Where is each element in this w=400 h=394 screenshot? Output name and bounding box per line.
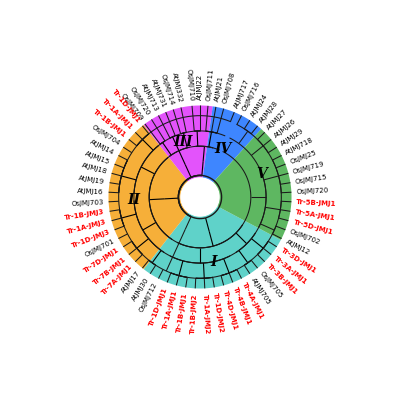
Text: OsJMJ709: OsJMJ709 xyxy=(120,92,144,122)
Text: V: V xyxy=(257,167,268,181)
Text: OsJMJ711: OsJMJ711 xyxy=(206,68,214,101)
Polygon shape xyxy=(213,129,292,240)
Text: OsJMJ714: OsJMJ714 xyxy=(160,73,175,106)
Text: Tr-5D-JMJ1: Tr-5D-JMJ1 xyxy=(292,219,334,236)
Text: Tr-3B-JMJ1: Tr-3B-JMJ1 xyxy=(266,263,299,296)
Text: AtJMJ717: AtJMJ717 xyxy=(234,78,250,109)
Text: OsJMJ720: OsJMJ720 xyxy=(296,187,329,195)
Text: IV: IV xyxy=(214,141,231,156)
Text: AtJMJ19: AtJMJ19 xyxy=(78,175,105,185)
Text: AtJMJ18: AtJMJ18 xyxy=(80,162,108,175)
Text: AtJMJ15: AtJMJ15 xyxy=(84,150,111,165)
Circle shape xyxy=(181,178,219,216)
Text: OsJMJ702: OsJMJ702 xyxy=(289,229,322,246)
Text: Tr-1A-JMJ2: Tr-1A-JMJ2 xyxy=(202,293,210,334)
Text: AtJMJ718: AtJMJ718 xyxy=(285,136,315,156)
Text: Tr-1B-JMJ1: Tr-1B-JMJ1 xyxy=(176,292,188,333)
Text: AtJMJ21: AtJMJ21 xyxy=(214,76,224,102)
Text: Tr-7A-JMJ1: Tr-7A-JMJ1 xyxy=(101,263,134,296)
Text: AtJMJ26: AtJMJ26 xyxy=(273,117,297,139)
Text: Tr-1B-JMJ1: Tr-1B-JMJ1 xyxy=(92,108,127,139)
Text: Tr-3A-JMJ1: Tr-3A-JMJ1 xyxy=(273,255,308,286)
Text: OsJMJ703: OsJMJ703 xyxy=(71,199,104,207)
Text: Tr-1B-JMJ2: Tr-1B-JMJ2 xyxy=(190,293,198,334)
Text: Tr-7D-JMJ1: Tr-7D-JMJ1 xyxy=(83,247,121,275)
Text: OsJMJ715: OsJMJ715 xyxy=(295,174,328,185)
Text: Tr-4B-JMJ1: Tr-4B-JMJ1 xyxy=(232,286,252,326)
Text: OsJMJ719: OsJMJ719 xyxy=(292,161,326,175)
Text: AtJMJ12: AtJMJ12 xyxy=(285,238,311,255)
Text: Tr-3D-JMJ1: Tr-3D-JMJ1 xyxy=(279,247,317,275)
Text: OsJMJ720: OsJMJ720 xyxy=(129,86,151,117)
Text: Tr-1A-JMJ1: Tr-1A-JMJ1 xyxy=(162,290,178,330)
Text: OsJMJ712: OsJMJ712 xyxy=(139,282,159,313)
Text: OsJMJ708: OsJMJ708 xyxy=(222,72,236,104)
Text: OsJMJ701: OsJMJ701 xyxy=(84,238,115,258)
Text: Tr-5B-JMJ1: Tr-5B-JMJ1 xyxy=(296,199,337,207)
Text: II: II xyxy=(128,193,140,208)
Text: Tr-4A-JMJ1: Tr-4A-JMJ1 xyxy=(241,282,265,321)
Text: OsJMJ705: OsJMJ705 xyxy=(258,270,284,299)
Text: OsJMJ25: OsJMJ25 xyxy=(289,150,317,165)
Polygon shape xyxy=(144,206,281,288)
Text: AtJMJ731: AtJMJ731 xyxy=(150,78,166,109)
Text: Tr-1D-JMJ3: Tr-1D-JMJ3 xyxy=(70,229,111,249)
Text: III: III xyxy=(174,135,193,149)
Text: OsJMJ710: OsJMJ710 xyxy=(186,68,194,101)
Text: AtJMJ332: AtJMJ332 xyxy=(170,72,183,103)
Polygon shape xyxy=(203,106,261,183)
Text: AtJMJ713: AtJMJ713 xyxy=(140,82,159,112)
Text: AtJMJ17: AtJMJ17 xyxy=(120,270,142,294)
Text: Tr-7B-JMJ1: Tr-7B-JMJ1 xyxy=(92,255,127,286)
Text: Tr-1D-JMJ1: Tr-1D-JMJ1 xyxy=(111,88,142,124)
Text: Tr-1D-JMJ1: Tr-1D-JMJ1 xyxy=(148,286,168,327)
Text: AtJMJ27: AtJMJ27 xyxy=(266,108,289,131)
Text: Tr-5A-JMJ1: Tr-5A-JMJ1 xyxy=(295,209,336,221)
Text: AtJMJ30: AtJMJ30 xyxy=(130,276,150,302)
Text: AtJMJ22: AtJMJ22 xyxy=(197,74,203,100)
Text: AtJMJ16: AtJMJ16 xyxy=(77,188,104,195)
Text: Tr-1D-JMJ2: Tr-1D-JMJ2 xyxy=(212,292,224,333)
Text: OsJMJ716: OsJMJ716 xyxy=(241,81,261,112)
Text: AtJMJ24: AtJMJ24 xyxy=(250,93,269,118)
Text: AtJMJ28: AtJMJ28 xyxy=(258,100,280,124)
Text: I: I xyxy=(210,255,217,269)
Polygon shape xyxy=(144,106,213,182)
Text: AtJMJ29: AtJMJ29 xyxy=(279,128,305,147)
Text: Tr-4D-JMJ1: Tr-4D-JMJ1 xyxy=(222,290,238,331)
Text: OsJMJ704: OsJMJ704 xyxy=(90,124,121,147)
Text: Tr-1B-JMJ3: Tr-1B-JMJ3 xyxy=(64,209,105,221)
Text: Tr-1A-JMJ1: Tr-1A-JMJ1 xyxy=(101,98,134,131)
Text: AtJMJ705: AtJMJ705 xyxy=(250,276,272,305)
Text: AtJMJ14: AtJMJ14 xyxy=(89,139,115,156)
Polygon shape xyxy=(108,125,188,269)
Text: Tr-1A-JMJ3: Tr-1A-JMJ3 xyxy=(67,219,108,235)
